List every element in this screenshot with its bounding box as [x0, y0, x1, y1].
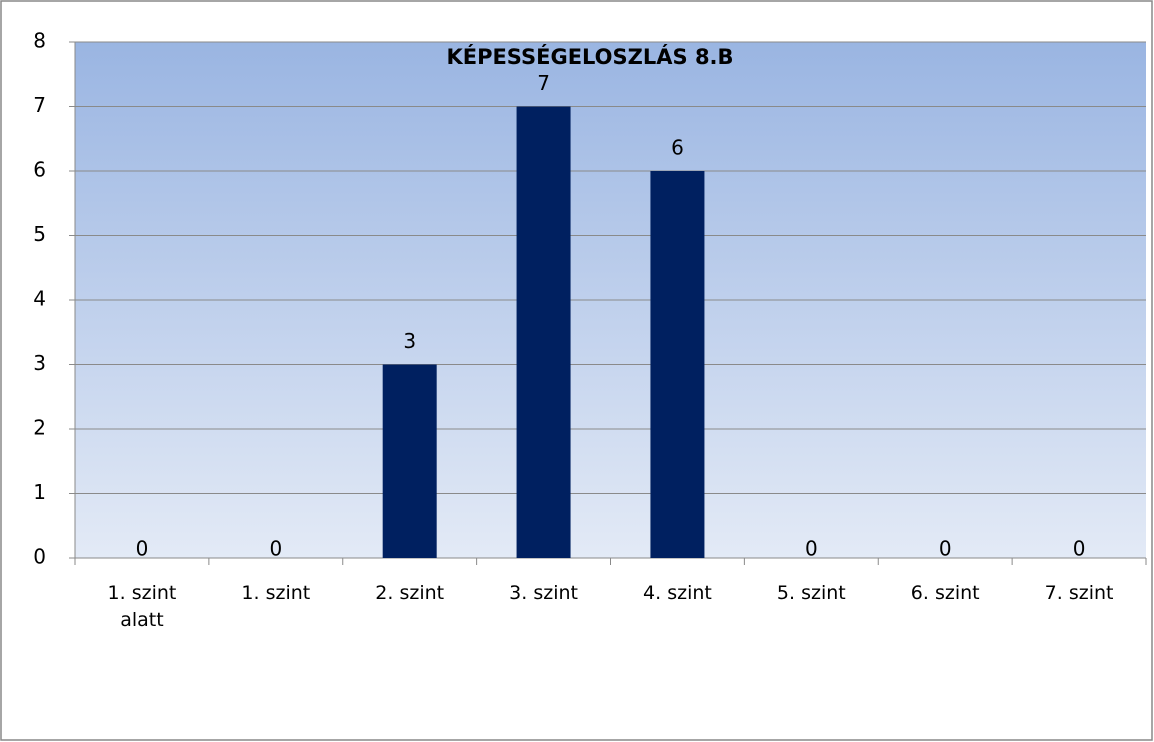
x-tick-label: 7. szint — [1044, 582, 1114, 604]
x-tick-label: 5. szint — [776, 582, 846, 604]
data-label: 0 — [939, 537, 952, 561]
x-tick-label: 2. szint — [375, 582, 445, 604]
data-label: 0 — [805, 537, 818, 561]
bar — [650, 171, 705, 558]
x-tick-label: 6. szint — [910, 582, 980, 604]
y-tick-label: 7 — [33, 93, 46, 117]
data-label: 6 — [671, 136, 684, 160]
y-tick-label: 8 — [33, 29, 46, 53]
y-tick-label: 4 — [33, 287, 46, 311]
data-label: 0 — [136, 537, 149, 561]
data-label: 7 — [537, 71, 550, 95]
y-tick-label: 1 — [33, 480, 46, 504]
y-tick-label: 5 — [33, 222, 46, 246]
x-tick-label: 3. szint — [509, 582, 578, 604]
data-label: 0 — [269, 537, 282, 561]
y-tick-label: 3 — [33, 351, 46, 375]
x-tick-label: 4. szint — [643, 582, 712, 604]
bar — [516, 106, 571, 558]
y-tick-label: 2 — [33, 416, 46, 440]
y-tick-label: 0 — [33, 545, 46, 569]
data-label: 0 — [1073, 537, 1086, 561]
y-tick-label: 6 — [33, 158, 46, 182]
bar — [382, 364, 437, 558]
x-tick-label: 1. szint alatt — [107, 582, 177, 631]
data-label: 3 — [403, 329, 416, 353]
chart-title: KÉPESSÉGELOSZLÁS 8.B — [446, 44, 733, 69]
x-tick-label: 1. szint — [241, 582, 311, 604]
